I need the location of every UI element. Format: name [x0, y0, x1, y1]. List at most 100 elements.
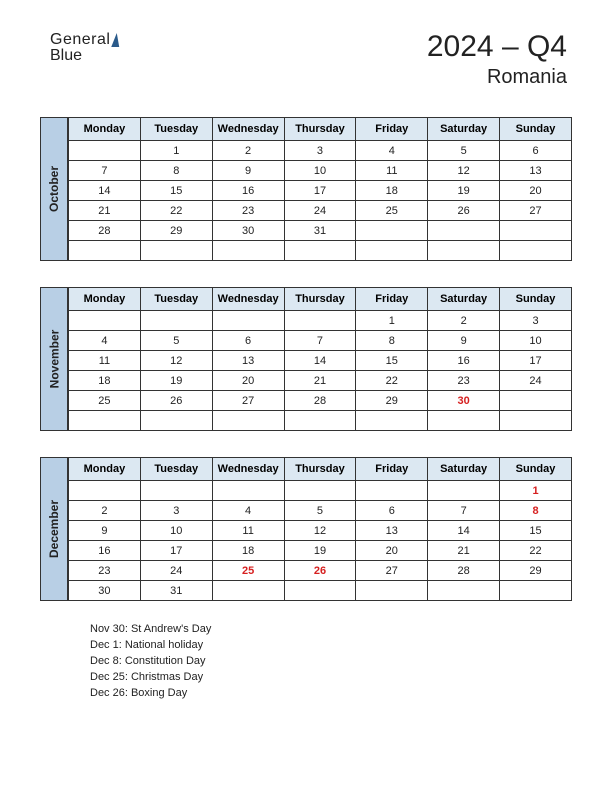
- day-cell: 5: [284, 501, 356, 521]
- day-cell: 24: [284, 201, 356, 221]
- table-row: 9101112131415: [69, 521, 572, 541]
- day-cell: 5: [140, 331, 212, 351]
- day-cell: 8: [356, 331, 428, 351]
- day-cell: 22: [356, 371, 428, 391]
- day-cell: 30: [212, 221, 284, 241]
- calendar-container: OctoberMondayTuesdayWednesdayThursdayFri…: [40, 117, 572, 601]
- day-header: Friday: [356, 118, 428, 141]
- table-row: 252627282930: [69, 391, 572, 411]
- table-row: 1: [69, 481, 572, 501]
- day-cell: [428, 581, 500, 601]
- holiday-entry: Nov 30: St Andrew's Day: [90, 621, 572, 637]
- day-header: Thursday: [284, 118, 356, 141]
- logo-line1: General: [50, 32, 110, 48]
- day-cell: 29: [356, 391, 428, 411]
- table-row: [69, 241, 572, 261]
- table-row: 23242526272829: [69, 561, 572, 581]
- day-cell: 22: [140, 201, 212, 221]
- day-cell: [284, 481, 356, 501]
- day-cell: [212, 241, 284, 261]
- day-cell: 27: [500, 201, 572, 221]
- day-cell: 16: [212, 181, 284, 201]
- day-cell: [428, 411, 500, 431]
- day-cell: 18: [356, 181, 428, 201]
- day-cell: 25: [69, 391, 141, 411]
- day-cell: 22: [500, 541, 572, 561]
- day-header: Sunday: [500, 118, 572, 141]
- day-cell: 17: [284, 181, 356, 201]
- day-cell: 28: [69, 221, 141, 241]
- holiday-entry: Dec 1: National holiday: [90, 637, 572, 653]
- day-cell: 1: [140, 141, 212, 161]
- day-cell: [500, 221, 572, 241]
- table-row: 21222324252627: [69, 201, 572, 221]
- day-cell: [428, 221, 500, 241]
- logo-line2: Blue: [50, 48, 110, 64]
- day-header: Monday: [69, 458, 141, 481]
- day-cell: [69, 481, 141, 501]
- table-row: 18192021222324: [69, 371, 572, 391]
- logo: General Blue: [50, 32, 118, 64]
- table-row: 11121314151617: [69, 351, 572, 371]
- day-cell: 29: [140, 221, 212, 241]
- day-cell: 30: [69, 581, 141, 601]
- day-cell: [140, 311, 212, 331]
- day-cell: 4: [69, 331, 141, 351]
- day-cell: 1: [356, 311, 428, 331]
- day-cell: 11: [212, 521, 284, 541]
- day-cell: [500, 581, 572, 601]
- day-header: Saturday: [428, 118, 500, 141]
- day-cell: 23: [428, 371, 500, 391]
- day-cell: [140, 481, 212, 501]
- day-header: Sunday: [500, 458, 572, 481]
- day-cell: 2: [69, 501, 141, 521]
- day-cell: 16: [69, 541, 141, 561]
- day-cell: 20: [212, 371, 284, 391]
- day-cell: 19: [284, 541, 356, 561]
- day-cell: 25: [356, 201, 428, 221]
- calendar-month: DecemberMondayTuesdayWednesdayThursdayFr…: [40, 457, 572, 601]
- day-cell: 4: [356, 141, 428, 161]
- logo-text: General Blue: [50, 32, 110, 64]
- day-cell: 12: [140, 351, 212, 371]
- month-name: December: [47, 500, 61, 558]
- day-cell: 6: [356, 501, 428, 521]
- day-cell: [212, 581, 284, 601]
- day-cell: 17: [140, 541, 212, 561]
- day-cell: 26: [140, 391, 212, 411]
- day-cell: 30: [428, 391, 500, 411]
- calendar-month: NovemberMondayTuesdayWednesdayThursdayFr…: [40, 287, 572, 431]
- table-row: 2345678: [69, 501, 572, 521]
- day-cell: 6: [500, 141, 572, 161]
- day-cell: [284, 581, 356, 601]
- day-cell: 5: [428, 141, 500, 161]
- day-cell: 26: [284, 561, 356, 581]
- day-cell: 14: [428, 521, 500, 541]
- day-header: Monday: [69, 118, 141, 141]
- day-cell: 14: [284, 351, 356, 371]
- day-header: Wednesday: [212, 118, 284, 141]
- day-cell: 27: [212, 391, 284, 411]
- day-header: Wednesday: [212, 288, 284, 311]
- day-cell: 15: [140, 181, 212, 201]
- day-cell: [69, 141, 141, 161]
- month-name: October: [47, 166, 61, 212]
- day-cell: [284, 311, 356, 331]
- day-cell: 4: [212, 501, 284, 521]
- day-header: Sunday: [500, 288, 572, 311]
- day-cell: [284, 241, 356, 261]
- day-cell: 15: [356, 351, 428, 371]
- day-header: Monday: [69, 288, 141, 311]
- day-header: Friday: [356, 288, 428, 311]
- day-cell: 23: [69, 561, 141, 581]
- day-cell: 27: [356, 561, 428, 581]
- table-row: 28293031: [69, 221, 572, 241]
- table-row: [69, 411, 572, 431]
- day-cell: [356, 411, 428, 431]
- day-cell: 21: [284, 371, 356, 391]
- logo-triangle-icon: [109, 33, 119, 47]
- table-row: 78910111213: [69, 161, 572, 181]
- day-header: Saturday: [428, 288, 500, 311]
- month-label: December: [40, 457, 68, 601]
- day-cell: [500, 411, 572, 431]
